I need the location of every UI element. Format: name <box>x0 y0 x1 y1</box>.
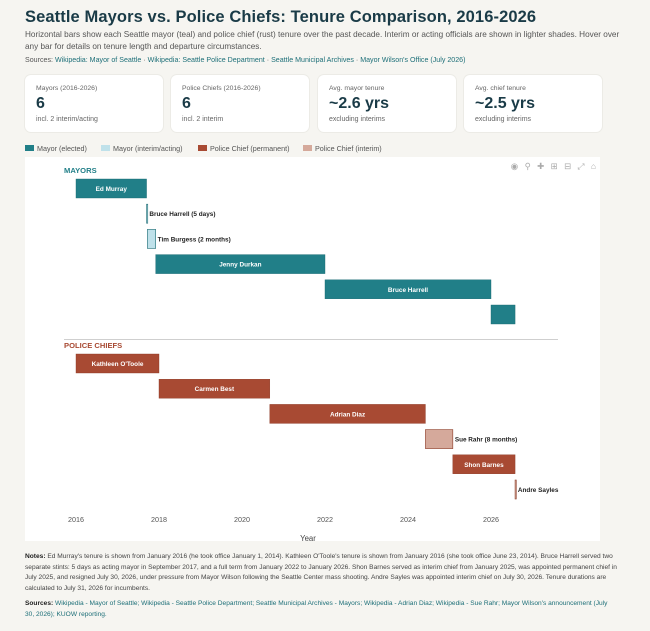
sources-footer: Sources: Wikipedia - Mayor of Seattle; W… <box>25 599 617 620</box>
stat-card-sub: incl. 2 interim/acting <box>36 116 98 123</box>
notes-text: Ed Murray's tenure is shown from January… <box>25 553 617 593</box>
zoom-out-icon[interactable]: ⊟ <box>564 161 572 171</box>
sources-separator: · <box>264 56 272 64</box>
tenure-bar[interactable] <box>147 229 156 249</box>
bar-label: Sue Rahr (8 months) <box>455 437 518 444</box>
bar-label: Carmen Best <box>195 386 235 393</box>
bar-label: Jenny Durkan <box>219 262 261 269</box>
source-link-archives[interactable]: Seattle Municipal Archives <box>271 56 354 64</box>
sources-footer-text: Wikipedia - Mayor of Seattle; Wikipedia … <box>25 600 608 618</box>
tenure-bar[interactable] <box>146 203 149 224</box>
x-tick-label: 2024 <box>400 515 416 524</box>
bar-label: Bruce Harrell <box>388 287 428 294</box>
legend-label: Mayor (elected) <box>37 144 87 153</box>
tenure-bar[interactable] <box>425 429 454 449</box>
x-axis-title: Year <box>300 534 316 541</box>
tenure-chart: MAYORS Ed Murray Bruce Harrell (5 days) Tim… <box>64 166 559 543</box>
x-tick-label: 2018 <box>151 515 167 524</box>
zoom-in-icon[interactable]: ⊞ <box>550 161 558 171</box>
legend-swatch <box>101 145 110 152</box>
legend-swatch <box>25 145 34 152</box>
home-icon[interactable]: ⌂ <box>590 161 596 171</box>
tenure-bar[interactable] <box>269 404 426 424</box>
sources-line: Sources: Wikipedia: Mayor of Seattle · W… <box>25 56 466 64</box>
stat-card-label: Police Chiefs (2016-2026) <box>182 85 261 92</box>
sources-separator: · <box>353 56 361 64</box>
tenure-bar[interactable] <box>75 178 147 199</box>
x-tick-label: 2016 <box>68 515 84 524</box>
legend-item-chief-interim[interactable]: Police Chief (interim) <box>303 143 382 154</box>
stat-card-label: Avg. chief tenure <box>475 85 526 92</box>
stat-card-avg-chief: Avg. chief tenure ~2.5 yrs excluding int… <box>464 75 602 132</box>
legend-swatch <box>303 145 312 152</box>
stat-card-mayors: Mayors (2016-2026) 6 incl. 2 interim/act… <box>25 75 163 132</box>
stat-card-value: ~2.6 yrs <box>329 95 390 112</box>
autoscale-icon[interactable]: ⤢ <box>577 161 585 171</box>
tenure-bar[interactable] <box>155 254 326 274</box>
bar-label: Kathleen O'Toole <box>92 361 144 368</box>
stat-card-value: 6 <box>182 95 191 112</box>
camera-icon[interactable]: ◉ <box>510 161 519 171</box>
legend-label: Police Chief (interim) <box>315 144 382 153</box>
legend-item-mayor-interim[interactable]: Mayor (interim/acting) <box>101 143 183 154</box>
source-link-wilson[interactable]: Mayor Wilson's Office (July 2026) <box>360 56 466 64</box>
legend-label: Mayor (interim/acting) <box>113 144 183 153</box>
x-tick-label: 2020 <box>234 515 250 524</box>
legend-item-mayor-elected[interactable]: Mayor (elected) <box>25 143 87 154</box>
bar-label: Adrian Diaz <box>330 411 365 418</box>
stat-card-sub: incl. 2 interim <box>182 116 224 123</box>
page-subtitle: Horizontal bars show each Seattle mayor … <box>25 30 620 51</box>
zoom-icon[interactable]: ⚲ <box>524 161 531 171</box>
stat-card-avg-mayor: Avg. mayor tenure ~2.6 yrs excluding int… <box>318 75 456 132</box>
pan-icon[interactable]: ✚ <box>537 161 545 171</box>
chart-container: ◉ ⚲ ✚ ⊞ ⊟ ⤢ ⌂ MAYORS Ed Murray Bruce Harre… <box>25 157 600 543</box>
tenure-bar[interactable] <box>514 479 517 500</box>
group-label-chiefs: POLICE CHIEFS <box>64 341 122 350</box>
tenure-bar[interactable] <box>490 304 516 325</box>
stat-card-label: Mayors (2016-2026) <box>36 85 98 92</box>
stat-card-sub: excluding interims <box>329 116 386 123</box>
source-link-spd[interactable]: Wikipedia: Seattle Police Department <box>147 56 265 64</box>
sources-footer-prefix: Sources: <box>25 600 54 607</box>
tenure-bar[interactable] <box>158 378 271 399</box>
sources-separator: · <box>141 56 148 64</box>
page-title: Seattle Mayors vs. Police Chiefs: Tenure… <box>25 8 537 26</box>
stat-card-label: Avg. mayor tenure <box>329 85 385 92</box>
source-link-mayor[interactable]: Wikipedia: Mayor of Seattle <box>54 56 142 64</box>
bar-label: Bruce Harrell (5 days) <box>149 211 215 218</box>
tenure-bar[interactable] <box>452 454 516 474</box>
stat-card-chiefs: Police Chiefs (2016-2026) 6 incl. 2 inte… <box>171 75 309 132</box>
x-tick-label: 2022 <box>317 515 333 524</box>
tenure-bar[interactable] <box>324 279 492 300</box>
x-tick-label: 2026 <box>483 515 499 524</box>
stat-card-value: ~2.5 yrs <box>475 95 536 112</box>
chart-modebar: ◉ ⚲ ✚ ⊞ ⊟ ⤢ ⌂ <box>507 161 596 172</box>
legend-item-chief-permanent[interactable]: Police Chief (permanent) <box>198 143 290 154</box>
bar-label: Andre Sayles <box>518 487 559 494</box>
bar-label: Tim Burgess (2 months) <box>158 236 231 243</box>
sources-prefix: Sources: <box>25 56 55 64</box>
legend-swatch <box>198 145 207 152</box>
bar-label: Shon Barnes <box>464 462 504 469</box>
stat-card-sub: excluding interims <box>475 116 532 123</box>
group-label-mayors: MAYORS <box>64 166 97 175</box>
stat-card-value: 6 <box>36 95 45 112</box>
legend-label: Police Chief (permanent) <box>210 144 290 153</box>
notes-prefix: Notes: <box>25 553 46 560</box>
bar-label: Ed Murray <box>96 186 128 193</box>
tenure-bar[interactable] <box>75 353 160 374</box>
chart-notes: Notes: Ed Murray's tenure is shown from … <box>25 552 617 595</box>
